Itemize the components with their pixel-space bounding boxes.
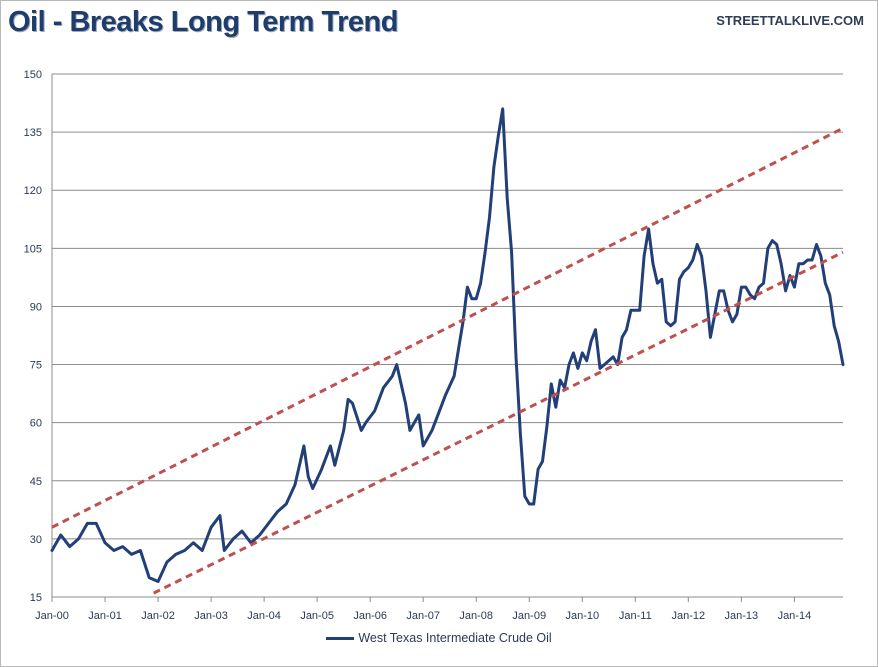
y-tick-label: 90: [30, 301, 42, 313]
x-tick-label: Jan-11: [619, 610, 652, 622]
y-tick-label: 15: [30, 592, 42, 604]
x-tick-label: Jan-04: [247, 610, 281, 622]
legend-swatch-wti: [326, 637, 355, 641]
x-tick-label: Jan-07: [406, 610, 440, 622]
x-tick-label: Jan-05: [300, 610, 334, 622]
y-axis-tick-labels: 15 30 45 60 75 90 105 120 135 150: [24, 69, 42, 604]
legend-label-wti: West Texas Intermediate Crude Oil: [358, 631, 552, 645]
series-line-wti: [50, 107, 845, 583]
axes: [51, 74, 843, 602]
trendlines: [51, 126, 844, 595]
x-tick-label: Jan-08: [459, 610, 493, 622]
x-tick-label: Jan-09: [512, 610, 546, 622]
x-tick-label: Jan-12: [672, 610, 706, 622]
x-tick-label: Jan-13: [725, 610, 759, 622]
y-tick-label: 60: [30, 418, 42, 430]
x-axis-tick-labels: Jan-00 Jan-01 Jan-02 Jan-03 Jan-04 Jan-05 Jan-…: [35, 610, 811, 622]
y-tick-label: 135: [24, 127, 42, 139]
x-tick-label: Jan-10: [565, 610, 599, 622]
y-tick-label: 105: [24, 243, 42, 255]
chart-title: Oil - Breaks Long Term Trend: [8, 6, 398, 38]
gridlines: [52, 73, 843, 540]
x-tick-label: Jan-01: [88, 610, 122, 622]
x-tick-label: Jan-00: [35, 610, 69, 622]
y-tick-label: 120: [24, 185, 42, 197]
x-tick-label: Jan-03: [194, 610, 228, 622]
legend: West Texas Intermediate Crude Oil: [0, 631, 878, 645]
source-label: STREETTALKLIVE.COM: [716, 13, 864, 28]
lower-trendline: [152, 250, 844, 595]
y-tick-label: 30: [30, 534, 42, 546]
y-tick-label: 75: [30, 360, 42, 372]
upper-trendline: [51, 126, 844, 529]
y-tick-label: 45: [30, 476, 42, 488]
x-tick-label: Jan-14: [778, 610, 812, 622]
series-layer: [50, 107, 845, 583]
x-tick-label: Jan-02: [141, 610, 175, 622]
y-tick-label: 150: [24, 69, 42, 81]
x-tick-label: Jan-06: [353, 610, 387, 622]
